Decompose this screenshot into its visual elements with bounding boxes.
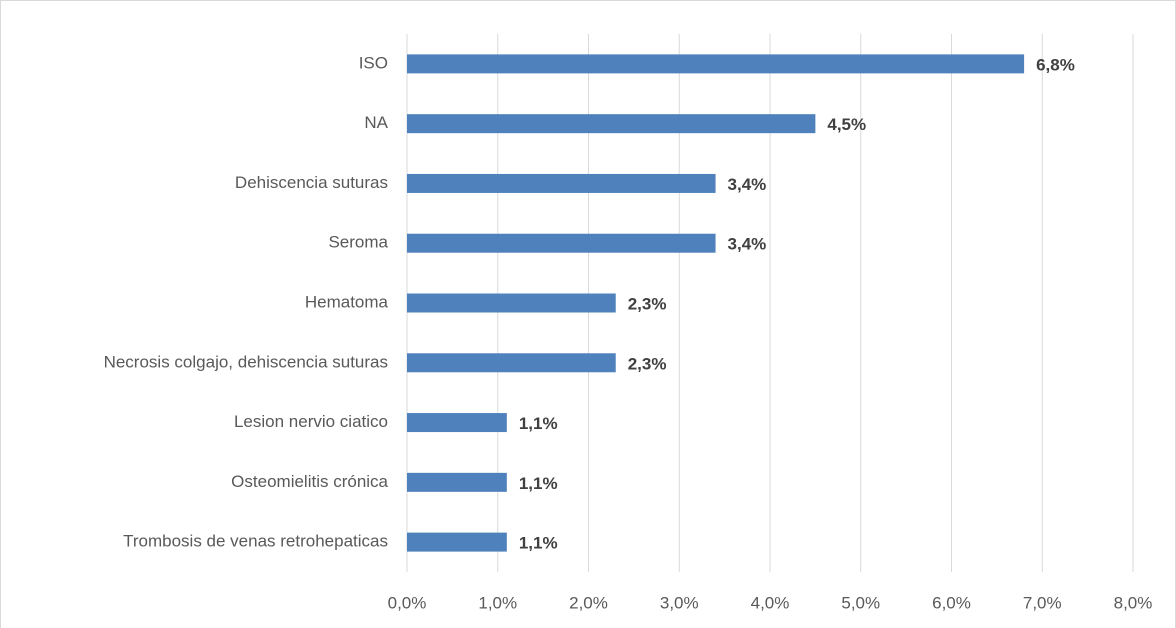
data-label: 6,8%	[1036, 55, 1075, 74]
x-tick-label: 0,0%	[388, 593, 427, 612]
bar	[407, 353, 616, 373]
data-label: 2,3%	[628, 354, 667, 373]
x-tick-label: 8,0%	[1114, 593, 1153, 612]
bar	[407, 173, 716, 193]
y-tick-label: Dehiscencia suturas	[235, 173, 388, 192]
data-label: 3,4%	[728, 175, 767, 194]
bar	[407, 233, 716, 253]
y-tick-label: Trombosis de venas retrohepaticas	[123, 532, 388, 551]
data-label: 4,5%	[827, 115, 866, 134]
bar	[407, 293, 616, 313]
x-tick-label: 1,0%	[478, 593, 517, 612]
x-tick-label: 4,0%	[751, 593, 790, 612]
data-label: 1,1%	[519, 534, 558, 553]
x-tick-label: 6,0%	[932, 593, 971, 612]
y-tick-label: ISO	[359, 53, 388, 72]
x-tick-label: 7,0%	[1023, 593, 1062, 612]
bar	[407, 413, 507, 433]
bar	[407, 54, 1025, 74]
y-tick-label: Hematoma	[305, 292, 389, 311]
x-tick-label: 3,0%	[660, 593, 699, 612]
data-label: 3,4%	[728, 235, 767, 254]
data-label: 1,1%	[519, 474, 558, 493]
bar	[407, 532, 507, 552]
bar	[407, 114, 816, 134]
data-label: 2,3%	[628, 294, 667, 313]
y-tick-label: Necrosis colgajo, dehiscencia suturas	[104, 352, 388, 371]
y-tick-label: Osteomielitis crónica	[231, 472, 388, 491]
bar	[407, 472, 507, 492]
y-tick-label: NA	[364, 113, 388, 132]
y-tick-label: Lesion nervio ciatico	[234, 412, 388, 431]
data-label: 1,1%	[519, 414, 558, 433]
y-tick-label: Seroma	[328, 233, 388, 252]
x-tick-label: 2,0%	[569, 593, 608, 612]
x-tick-label: 5,0%	[841, 593, 880, 612]
